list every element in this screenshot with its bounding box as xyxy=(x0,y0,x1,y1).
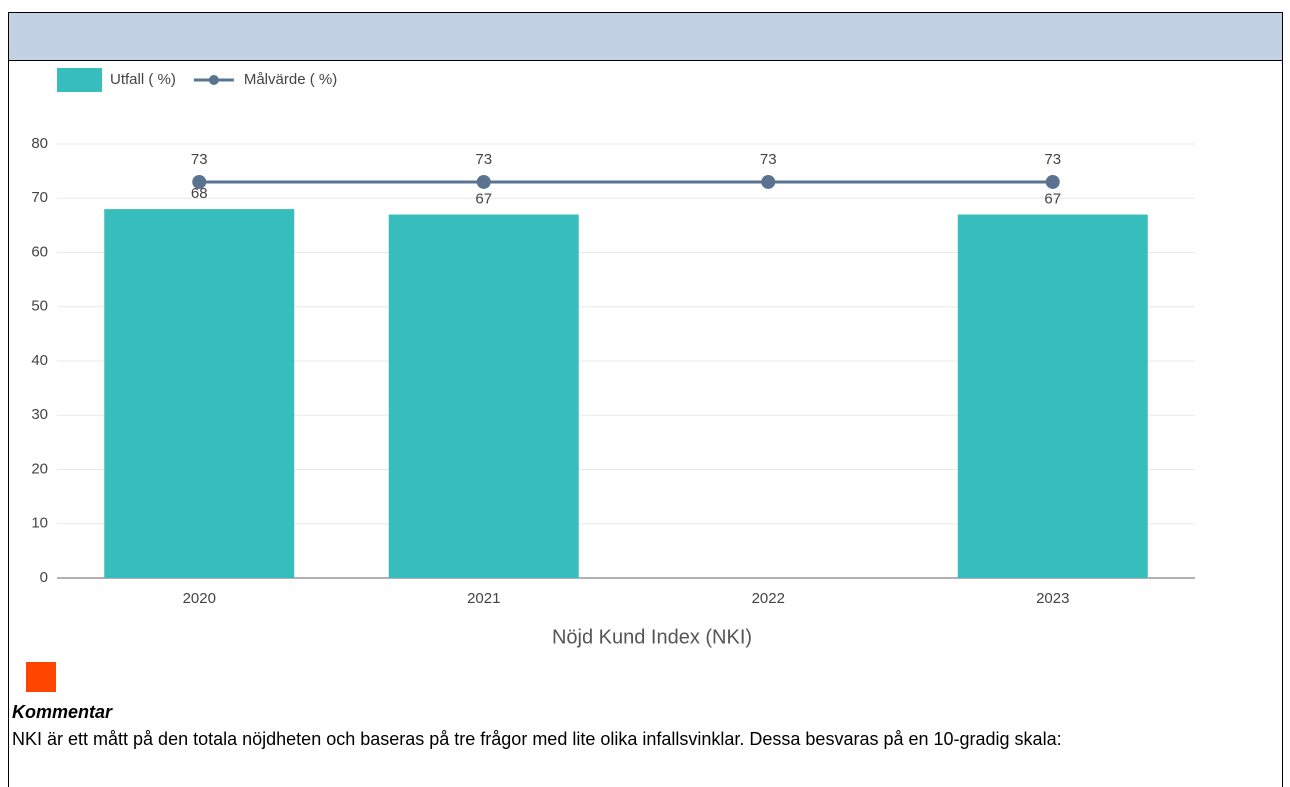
y-tick-label: 30 xyxy=(31,406,48,423)
line-marker xyxy=(192,174,207,189)
x-tick-label: 2022 xyxy=(752,590,785,607)
comment-title: Kommentar xyxy=(12,702,113,722)
bar-value-label: 67 xyxy=(475,190,492,207)
y-tick-label: 20 xyxy=(31,460,48,477)
line-marker xyxy=(476,174,491,189)
header-band xyxy=(9,13,1282,61)
x-tick-label: 2021 xyxy=(467,590,500,607)
y-tick-label: 40 xyxy=(31,352,48,369)
bar xyxy=(388,214,579,578)
x-tick-label: 2023 xyxy=(1036,590,1069,607)
bar xyxy=(957,214,1148,578)
legend-label: Målvärde ( %) xyxy=(244,71,337,88)
legend-marker xyxy=(208,75,219,85)
bar-value-label: 67 xyxy=(1044,190,1061,207)
y-tick-label: 50 xyxy=(31,298,48,315)
y-tick-label: 0 xyxy=(40,569,48,586)
y-tick-label: 60 xyxy=(31,243,48,260)
bar-value-label: 68 xyxy=(191,185,208,202)
legend-swatch xyxy=(57,68,102,92)
y-tick-label: 10 xyxy=(31,515,48,532)
bar xyxy=(104,209,295,578)
line-marker xyxy=(1045,174,1060,189)
x-tick-label: 2020 xyxy=(183,590,216,607)
line-value-label: 73 xyxy=(475,151,492,168)
line-marker xyxy=(761,174,776,189)
frame xyxy=(8,12,1283,787)
line-value-label: 73 xyxy=(191,151,208,168)
line-value-label: 73 xyxy=(1044,151,1061,168)
status-indicator xyxy=(26,662,56,692)
line-value-label: 73 xyxy=(760,151,777,168)
legend-label: Utfall ( %) xyxy=(110,71,176,88)
x-axis-label: Nöjd Kund Index (NKI) xyxy=(552,626,752,648)
y-tick-label: 70 xyxy=(31,189,48,206)
y-tick-label: 80 xyxy=(31,135,48,152)
comment-text: NKI är ett mått på den totala nöjdheten … xyxy=(12,729,1062,749)
